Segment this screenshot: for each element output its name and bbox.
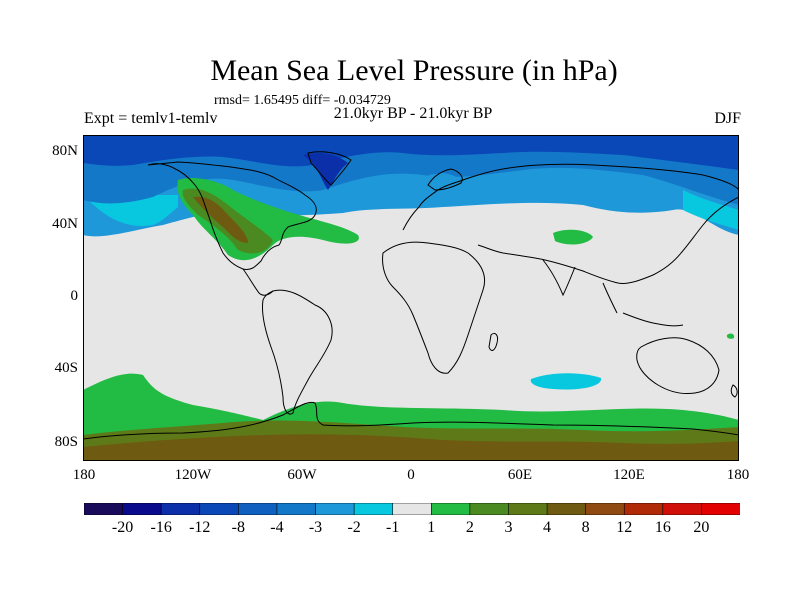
indian-ocean-cyan xyxy=(530,373,602,390)
india-coast xyxy=(542,259,576,297)
colorbar-label: -2 xyxy=(347,519,361,536)
asia-green xyxy=(553,229,593,245)
colorbar-swatch-0 xyxy=(84,503,124,515)
colorbar-swatch-16 xyxy=(701,503,740,515)
lat-label-80s: 80S xyxy=(54,434,78,450)
colorbar-label: 1 xyxy=(427,519,436,536)
colorbar-label: 3 xyxy=(504,519,513,536)
lat-label-40s: 40S xyxy=(54,360,78,376)
colorbar-swatch-10 xyxy=(469,503,510,515)
colorbar-swatch-6 xyxy=(315,503,355,515)
map-frame xyxy=(83,135,739,461)
lon-label-60w: 60W xyxy=(287,467,317,483)
australia-coast xyxy=(636,337,720,394)
map-title: Mean Sea Level Pressure (in hPa) xyxy=(210,54,618,87)
colorbar-label: -3 xyxy=(308,519,323,536)
colorbar-label: -16 xyxy=(150,519,172,536)
colorbar-swatch-5 xyxy=(276,503,317,515)
colorbar-swatch-1 xyxy=(122,503,162,515)
lat-label-0: 0 xyxy=(70,288,79,304)
north-america-brown xyxy=(193,196,248,243)
southeast-asia-coast xyxy=(602,282,684,327)
stats-text: rmsd= 1.65495 diff= -0.034729 xyxy=(214,93,391,108)
colorbar-swatch-7 xyxy=(353,503,394,515)
period-text: 21.0kyr BP - 21.0kyr BP xyxy=(333,105,493,122)
madagascar-coast xyxy=(488,332,498,351)
colorbar xyxy=(84,503,740,515)
experiment-label: Expt = temlv1-temlv xyxy=(84,110,218,127)
lat-label-80n: 80N xyxy=(52,143,78,159)
north-band-dark xyxy=(83,135,739,170)
colorbar-label: 4 xyxy=(543,519,552,536)
greenland-coast xyxy=(307,151,352,186)
south-america-coast xyxy=(262,289,333,415)
north-america-green xyxy=(177,178,359,261)
colorbar-label: -12 xyxy=(189,519,211,536)
colorbar-label: -20 xyxy=(111,519,134,536)
colorbar-swatch-9 xyxy=(430,503,471,515)
colorbar-swatch-4 xyxy=(238,503,278,515)
scandinavia-coast xyxy=(427,168,463,191)
colorbar-label: 12 xyxy=(616,519,633,536)
colorbar-label: 8 xyxy=(581,519,590,536)
lon-label-120w: 120W xyxy=(174,467,212,483)
colorbar-swatch-13 xyxy=(585,503,626,515)
colorbar-swatch-12 xyxy=(546,503,587,515)
greenland-low xyxy=(303,152,348,190)
tasman-green xyxy=(726,333,735,339)
lon-label-180w: 180 xyxy=(72,467,96,483)
north-america-coast xyxy=(147,161,317,270)
africa-coast xyxy=(382,241,486,374)
colorbar-swatch-15 xyxy=(662,503,703,515)
coastlines xyxy=(83,151,739,440)
colorbar-label: 20 xyxy=(693,519,710,536)
lon-label-120e: 120E xyxy=(613,467,645,483)
colorbar-swatch-11 xyxy=(508,503,548,515)
season-label: DJF xyxy=(714,110,741,127)
lon-label-180e: 180 xyxy=(726,467,750,483)
colorbar-label: 16 xyxy=(654,519,671,536)
south-brown xyxy=(83,434,739,461)
pressure-map xyxy=(83,135,739,461)
lon-label-0: 0 xyxy=(407,467,415,483)
colorbar-label: -1 xyxy=(386,519,400,536)
colorbar-swatch-14 xyxy=(623,503,664,515)
colorbar-swatch-8 xyxy=(392,503,433,515)
scandinavia-anomaly xyxy=(428,173,465,188)
new-zealand-coast xyxy=(730,384,738,398)
antarctica-coast xyxy=(83,401,739,440)
colorbar-swatch-2 xyxy=(160,503,201,515)
colorbar-label: -4 xyxy=(270,519,284,536)
colorbar-swatch-3 xyxy=(199,503,240,515)
north-band-cyan-2 xyxy=(683,190,739,230)
lon-label-60e: 60E xyxy=(507,467,533,483)
colorbar-label: 2 xyxy=(465,519,474,536)
asia-coast xyxy=(477,163,739,284)
lat-label-40n: 40N xyxy=(52,216,78,232)
colorbar-label: -8 xyxy=(231,519,245,536)
